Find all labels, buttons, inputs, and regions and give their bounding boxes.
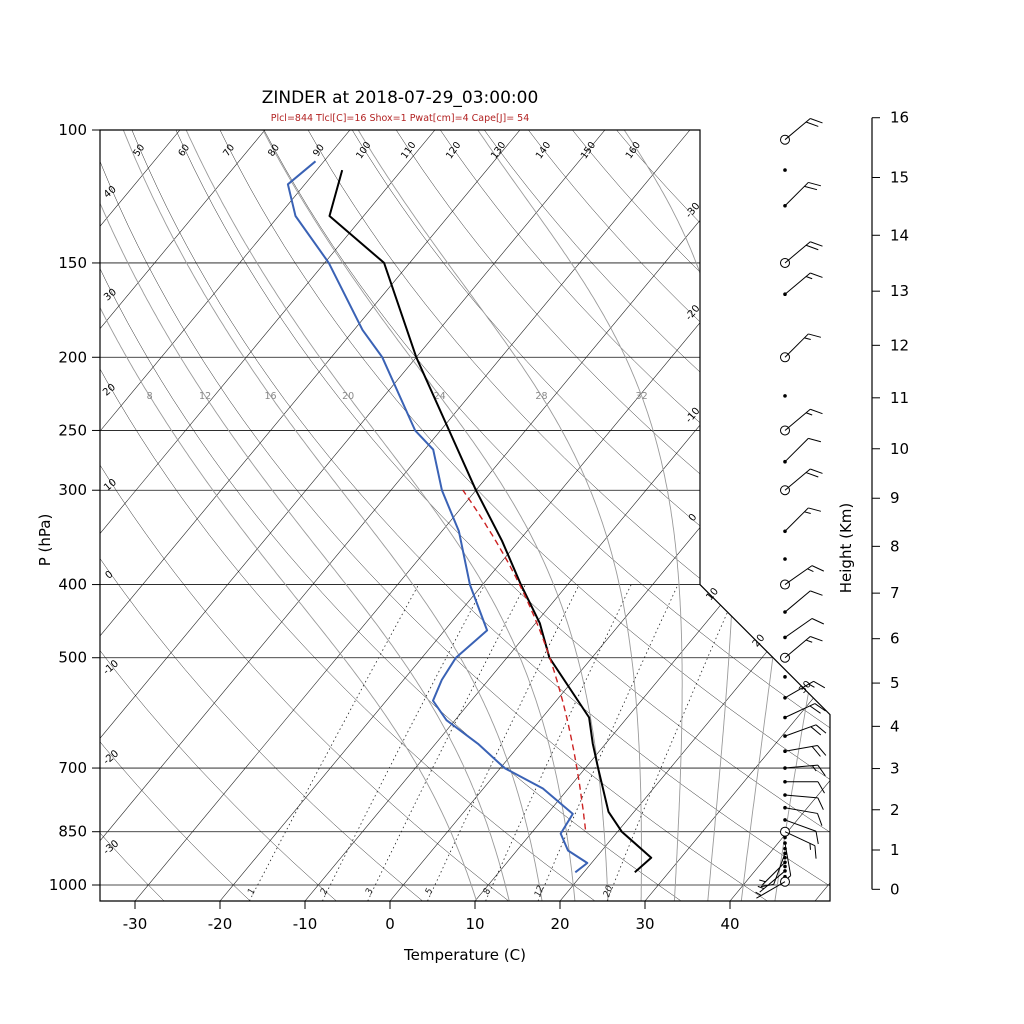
- svg-text:3: 3: [364, 887, 375, 896]
- svg-text:7: 7: [890, 584, 900, 602]
- svg-text:0: 0: [890, 880, 900, 898]
- svg-text:20: 20: [602, 884, 615, 898]
- svg-text:300: 300: [58, 481, 87, 499]
- svg-text:30: 30: [797, 679, 814, 696]
- svg-text:40: 40: [720, 915, 739, 933]
- svg-text:6: 6: [890, 630, 900, 648]
- svg-text:28: 28: [535, 391, 547, 402]
- svg-text:110: 110: [399, 140, 418, 161]
- svg-text:1000: 1000: [49, 876, 87, 894]
- svg-text:20: 20: [342, 391, 354, 402]
- svg-text:8: 8: [482, 887, 493, 896]
- svg-text:20: 20: [550, 915, 569, 933]
- svg-text:100: 100: [58, 121, 87, 139]
- svg-text:10: 10: [890, 440, 909, 458]
- svg-text:-10: -10: [293, 915, 318, 933]
- svg-text:15: 15: [890, 168, 909, 186]
- svg-text:2: 2: [319, 887, 330, 896]
- svg-text:0: 0: [103, 569, 115, 582]
- svg-text:5: 5: [424, 887, 435, 896]
- svg-text:80: 80: [266, 142, 282, 158]
- svg-text:700: 700: [58, 759, 87, 777]
- svg-text:130: 130: [489, 140, 508, 161]
- wind-barbs: [755, 118, 827, 899]
- svg-text:-20: -20: [101, 748, 121, 767]
- svg-text:0: 0: [687, 512, 700, 524]
- svg-text:3: 3: [890, 760, 900, 778]
- svg-text:14: 14: [890, 226, 909, 244]
- svg-text:-10: -10: [101, 658, 121, 677]
- plot-boundary: [99, 129, 831, 902]
- svg-text:5: 5: [890, 674, 900, 692]
- svg-text:200: 200: [58, 348, 87, 366]
- svg-text:2: 2: [890, 801, 900, 819]
- dewpoint-line: [286, 160, 589, 874]
- svg-text:12: 12: [890, 336, 909, 354]
- svg-text:8: 8: [147, 391, 153, 402]
- svg-text:70: 70: [221, 142, 237, 158]
- svg-text:90: 90: [311, 142, 327, 158]
- svg-text:13: 13: [890, 282, 909, 300]
- svg-text:9: 9: [890, 489, 900, 507]
- svg-text:40: 40: [102, 184, 119, 201]
- svg-text:8: 8: [890, 537, 900, 555]
- svg-text:24: 24: [434, 391, 446, 402]
- svg-text:-30: -30: [123, 915, 148, 933]
- svg-text:1: 1: [890, 841, 900, 859]
- svg-text:50: 50: [131, 142, 147, 158]
- svg-text:30: 30: [635, 915, 654, 933]
- svg-text:400: 400: [58, 576, 87, 594]
- svg-text:60: 60: [176, 142, 192, 158]
- svg-text:32: 32: [636, 391, 648, 402]
- height-axis-label: Height (Km): [837, 502, 855, 594]
- chart-params-line: Plcl=844 Tlcl[C]=16 Shox=1 Pwat[cm]=4 Ca…: [270, 113, 530, 124]
- svg-text:0: 0: [385, 915, 395, 933]
- temperature-axis-label: Temperature (C): [404, 946, 526, 964]
- svg-text:4: 4: [890, 717, 900, 735]
- svg-text:11: 11: [890, 389, 909, 407]
- grid-labels: 50 60 70 80 90 100 110 120 130 140 150 160403020100…: [101, 140, 814, 899]
- svg-text:12: 12: [199, 391, 211, 402]
- svg-text:500: 500: [58, 649, 87, 667]
- temperature-line: [328, 169, 653, 874]
- parcel-path-line: [462, 489, 587, 830]
- svg-text:1: 1: [246, 887, 257, 896]
- svg-text:150: 150: [58, 254, 87, 272]
- svg-text:-30: -30: [102, 838, 122, 857]
- svg-text:850: 850: [58, 823, 87, 841]
- sounding-profiles: [286, 160, 653, 874]
- grid-lines: [100, 130, 830, 901]
- svg-text:10: 10: [704, 586, 721, 603]
- svg-text:16: 16: [890, 109, 909, 127]
- pressure-axis-label: P (hPa): [36, 513, 54, 567]
- svg-text:20: 20: [751, 633, 768, 650]
- svg-text:10: 10: [102, 477, 119, 494]
- svg-text:16: 16: [264, 391, 276, 402]
- svg-text:250: 250: [58, 421, 87, 439]
- svg-text:-20: -20: [208, 915, 233, 933]
- svg-text:120: 120: [444, 140, 463, 161]
- svg-text:10: 10: [465, 915, 484, 933]
- svg-text:12: 12: [533, 884, 546, 898]
- axes: -30 -20 -10 0 10 20 30 401001502002503004005007…: [49, 109, 909, 933]
- chart-title: ZINDER at 2018-07-29_03:00:00: [261, 88, 539, 108]
